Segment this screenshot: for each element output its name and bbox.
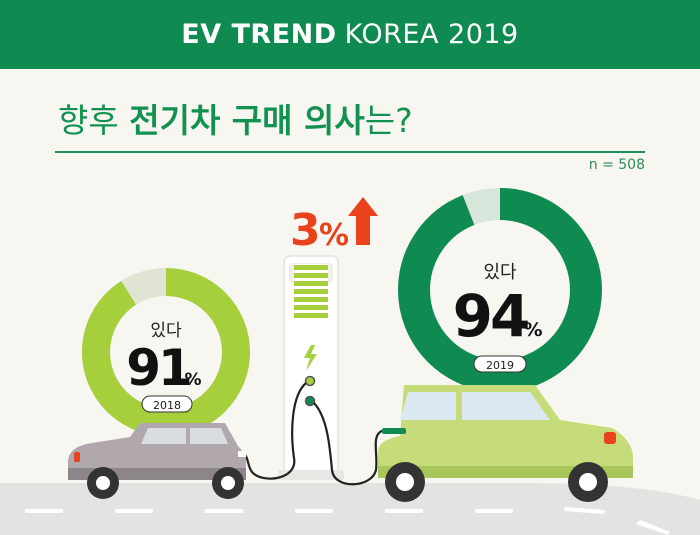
increase-value: 3 [290, 205, 319, 256]
title-part-3: 는? [364, 101, 413, 140]
right-donut-arc [398, 188, 602, 392]
banner-title: EV TREND KOREA 2019 [181, 19, 518, 50]
lightning-bolt-icon [304, 345, 317, 371]
title-divider [55, 151, 645, 153]
page-title: 향후 전기차 구매 의사는? [58, 94, 413, 142]
right-percent-value: 94 [453, 282, 528, 350]
road-markings [25, 507, 670, 535]
charging-station [278, 255, 344, 480]
title-part-1: 향후 [58, 101, 130, 140]
sample-size: n = 508 [588, 157, 645, 173]
right-car [378, 385, 633, 502]
increase-unit: % [319, 218, 349, 253]
left-charging-cable [239, 382, 307, 480]
battery-level-bars [294, 265, 328, 318]
left-percent-value: 91 [126, 339, 190, 397]
left-percent-unit: % [184, 370, 201, 390]
left-car [68, 423, 246, 499]
up-arrow-icon [348, 197, 378, 245]
right-answer-label: 있다 [483, 262, 517, 283]
left-year-pill [141, 395, 193, 413]
title-part-2: 전기차 구매 의사 [129, 101, 365, 140]
left-donut-arc [82, 268, 250, 436]
right-year-pill [473, 355, 527, 373]
road [0, 483, 700, 535]
header-banner: EV TREND KOREA 2019 [0, 0, 700, 69]
right-percent-unit: % [523, 319, 542, 341]
charging-port-bottom [304, 395, 316, 407]
banner-title-light: KOREA 2019 [344, 19, 519, 50]
charging-port-top [304, 375, 316, 387]
right-year-label: 2019 [486, 359, 514, 372]
left-answer-label: 있다 [150, 321, 182, 341]
banner-title-bold: EV TREND [181, 19, 337, 50]
left-year-label: 2018 [153, 399, 181, 412]
